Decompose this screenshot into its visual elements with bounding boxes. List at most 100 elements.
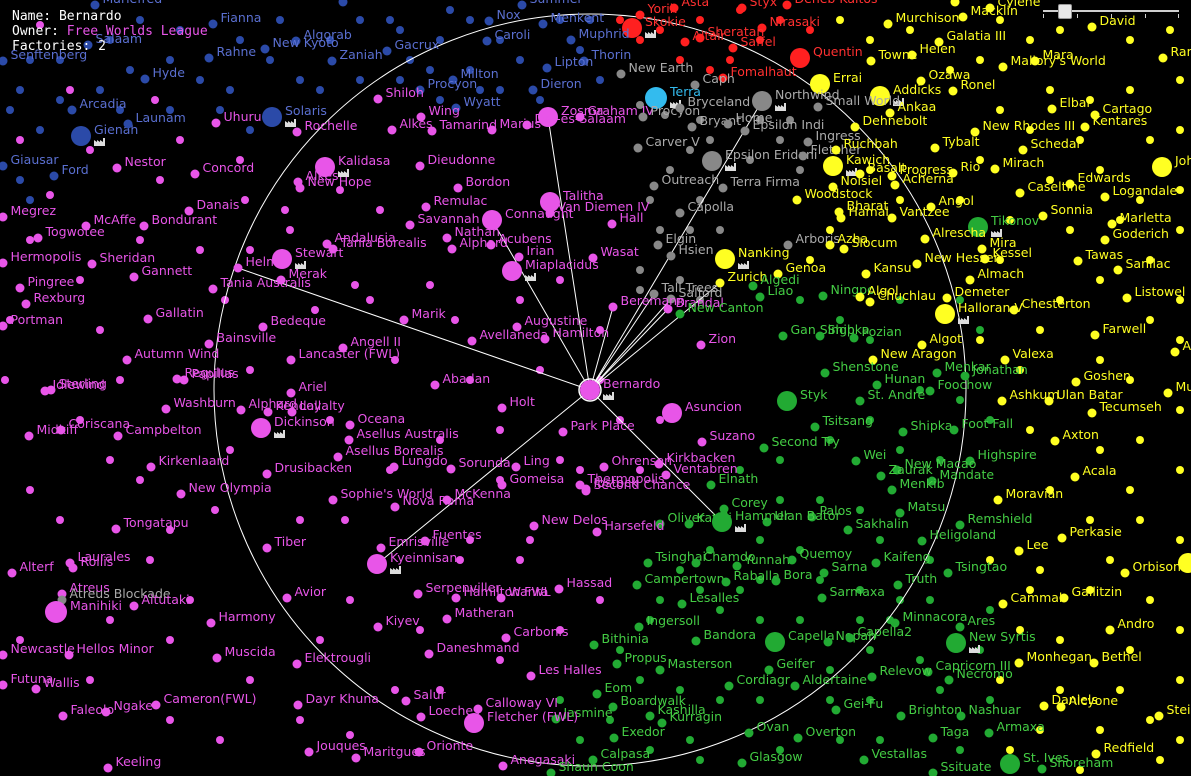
system-dot[interactable] bbox=[850, 122, 860, 132]
star-system[interactable]: Miaplacidus bbox=[502, 257, 599, 281]
star-system[interactable]: Hermopolis bbox=[0, 249, 81, 268]
star-system[interactable]: Progress bbox=[887, 162, 953, 181]
system-dot[interactable] bbox=[68, 563, 78, 573]
system-dot[interactable] bbox=[328, 244, 338, 254]
star-system[interactable]: Nathan bbox=[442, 224, 500, 243]
system-dot[interactable] bbox=[935, 304, 955, 324]
star-system[interactable]: Kashilla bbox=[645, 702, 706, 721]
system-dot[interactable] bbox=[282, 593, 292, 603]
star-system[interactable]: Lee bbox=[1014, 537, 1049, 556]
star-system[interactable]: Serpenviller bbox=[413, 580, 502, 599]
star-system[interactable]: Midkiff bbox=[24, 422, 79, 441]
star-system[interactable]: Launam bbox=[123, 110, 186, 129]
star-system[interactable]: Solaris bbox=[262, 103, 327, 127]
system-dot[interactable] bbox=[923, 667, 933, 677]
system-dot[interactable] bbox=[920, 234, 930, 244]
system-dot[interactable] bbox=[416, 712, 426, 722]
star-system[interactable]: Mariefred bbox=[90, 0, 163, 10]
star-system[interactable]: Wallis bbox=[31, 675, 80, 694]
system-dot[interactable] bbox=[792, 195, 802, 205]
system-dot[interactable] bbox=[482, 210, 502, 230]
system-dot[interactable] bbox=[45, 601, 67, 623]
star-system[interactable]: Tiber bbox=[262, 534, 307, 553]
star-system[interactable]: Marletta bbox=[1107, 210, 1172, 229]
system-dot[interactable] bbox=[765, 632, 785, 652]
star-system[interactable]: Saffel bbox=[728, 34, 776, 53]
star-system[interactable]: Milton bbox=[448, 66, 499, 85]
system-dot[interactable] bbox=[464, 713, 484, 733]
system-dot[interactable] bbox=[984, 728, 994, 738]
system-dot[interactable] bbox=[101, 707, 111, 717]
system-dot[interactable] bbox=[427, 126, 437, 136]
system-dot[interactable] bbox=[1044, 396, 1054, 406]
star-system[interactable]: Oceana bbox=[345, 411, 406, 430]
system-dot[interactable] bbox=[867, 672, 877, 682]
system-dot[interactable] bbox=[172, 374, 182, 384]
star-system[interactable]: Concord bbox=[190, 160, 255, 179]
system-dot[interactable] bbox=[373, 94, 383, 104]
system-dot[interactable] bbox=[803, 137, 813, 147]
star-system[interactable]: Daneshmand bbox=[424, 640, 520, 659]
system-dot[interactable] bbox=[1050, 436, 1060, 446]
system-dot[interactable] bbox=[566, 35, 576, 45]
star-system[interactable]: Acubens bbox=[486, 231, 552, 250]
system-dot[interactable] bbox=[916, 76, 926, 86]
system-dot[interactable] bbox=[588, 755, 598, 765]
system-dot[interactable] bbox=[540, 334, 550, 344]
star-system[interactable]: Ronel bbox=[948, 77, 996, 96]
star-system[interactable]: Chuchlau bbox=[865, 288, 936, 307]
system-dot[interactable] bbox=[712, 512, 732, 532]
system-dot[interactable] bbox=[907, 50, 917, 60]
system-dot[interactable] bbox=[442, 233, 452, 243]
system-dot[interactable] bbox=[948, 168, 958, 178]
system-dot[interactable] bbox=[588, 253, 598, 263]
system-dot[interactable] bbox=[845, 633, 855, 643]
system-dot[interactable] bbox=[453, 183, 463, 193]
star-system[interactable]: Hamilton bbox=[540, 325, 610, 344]
star-system[interactable]: Loeches bbox=[416, 703, 480, 722]
system-dot[interactable] bbox=[724, 681, 734, 691]
system-dot[interactable] bbox=[632, 580, 642, 590]
system-dot[interactable] bbox=[328, 495, 338, 505]
system-dot[interactable] bbox=[338, 343, 348, 353]
system-dot[interactable] bbox=[415, 161, 425, 171]
system-dot[interactable] bbox=[865, 297, 875, 307]
star-system[interactable]: Emrisville bbox=[376, 534, 450, 553]
star-system[interactable]: Tsingtao bbox=[943, 559, 1008, 578]
system-dot[interactable] bbox=[0, 321, 8, 331]
star-system[interactable]: Dayr Khuna bbox=[293, 691, 379, 710]
star-system[interactable]: St. Andre bbox=[855, 387, 926, 406]
star-system[interactable]: Anegasaki bbox=[498, 752, 576, 771]
star-system[interactable]: Nox bbox=[484, 7, 521, 26]
system-dot[interactable] bbox=[451, 593, 461, 603]
star-system[interactable]: Fletcher (FWL) bbox=[464, 709, 578, 733]
system-dot[interactable] bbox=[691, 558, 701, 568]
system-dot[interactable] bbox=[451, 103, 461, 113]
star-system[interactable]: Calloway VI bbox=[473, 695, 558, 714]
system-dot[interactable] bbox=[139, 221, 149, 231]
system-dot[interactable] bbox=[1038, 211, 1048, 221]
system-dot[interactable] bbox=[783, 240, 793, 250]
system-dot[interactable] bbox=[643, 558, 653, 568]
system-dot[interactable] bbox=[526, 671, 536, 681]
system-dot[interactable] bbox=[934, 37, 944, 47]
system-dot[interactable] bbox=[868, 355, 878, 365]
star-system[interactable]: Brighton bbox=[896, 702, 963, 721]
star-system[interactable]: Nanking bbox=[715, 245, 790, 269]
star-system[interactable]: Coriscana bbox=[56, 416, 131, 435]
star-system[interactable]: Axton bbox=[1050, 427, 1099, 446]
system-dot[interactable] bbox=[960, 371, 970, 381]
system-dot[interactable] bbox=[420, 536, 430, 546]
system-dot[interactable] bbox=[849, 333, 859, 343]
star-system[interactable]: Sonnia bbox=[1038, 202, 1094, 221]
star-system[interactable]: Noisiel bbox=[828, 173, 883, 192]
system-dot[interactable] bbox=[204, 339, 214, 349]
system-dot[interactable] bbox=[635, 10, 645, 20]
system-dot[interactable] bbox=[823, 156, 843, 176]
system-dot[interactable] bbox=[1000, 754, 1020, 774]
system-dot[interactable] bbox=[645, 711, 655, 721]
star-system[interactable]: New Canton bbox=[675, 300, 764, 319]
system-dot[interactable] bbox=[111, 524, 121, 534]
star-system[interactable]: Palos bbox=[807, 503, 852, 522]
